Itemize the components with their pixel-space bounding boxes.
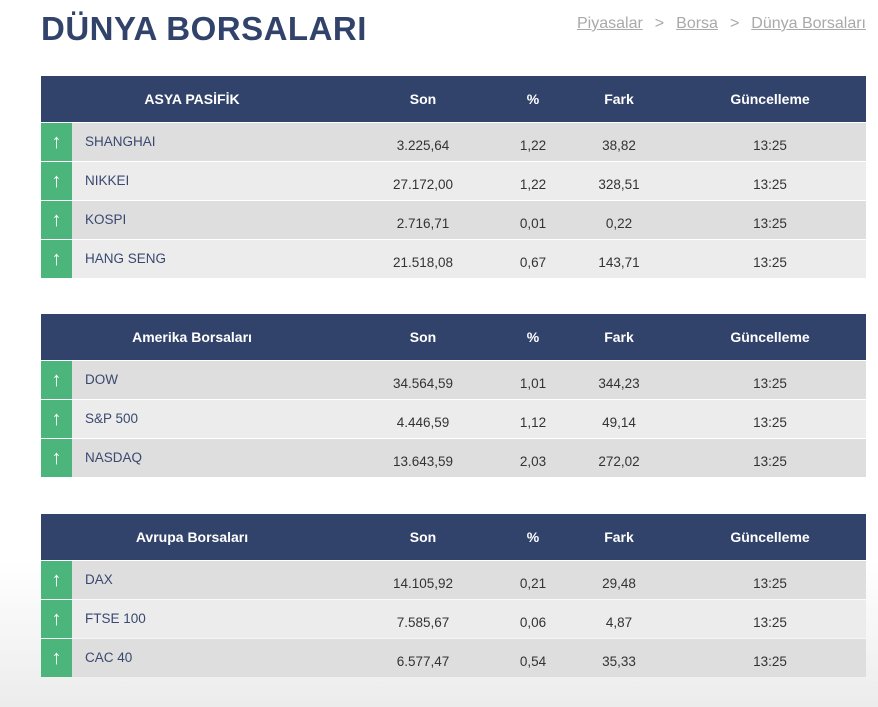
index-name[interactable]: DOW [85, 372, 118, 387]
pct-value: 0,54 [519, 653, 547, 669]
table-header: Amerika Borsaları Son % Fark Güncelleme [41, 314, 866, 360]
son-value: 34.564,59 [392, 375, 454, 391]
time-value: 13:25 [753, 254, 787, 270]
pct-value: 0,01 [519, 215, 547, 231]
arrow-up-icon: ↑ [41, 439, 72, 477]
pct-value: 1,01 [519, 375, 547, 391]
son-value: 6.577,47 [396, 653, 450, 669]
son-value: 4.446,59 [396, 414, 450, 430]
table-row[interactable]: ↑ DAX 14.105,92 0,21 29,48 13:25 [41, 561, 866, 599]
index-name[interactable]: SHANGHAI [85, 134, 156, 149]
arrow-up-icon: ↑ [41, 361, 72, 399]
col-fark: Fark [604, 91, 634, 107]
col-pct: % [526, 529, 540, 545]
table-row[interactable]: ↑ S&P 500 4.446,59 1,12 49,14 13:25 [41, 400, 866, 438]
market-table: Amerika Borsaları Son % Fark Güncelleme … [41, 314, 866, 477]
table-row[interactable]: ↑ CAC 40 6.577,47 0,54 35,33 13:25 [41, 639, 866, 677]
table-title: ASYA PASİFİK [144, 91, 240, 107]
col-fark: Fark [604, 529, 634, 545]
son-value: 13.643,59 [392, 453, 454, 469]
table-row[interactable]: ↑ KOSPI 2.716,71 0,01 0,22 13:25 [41, 201, 866, 239]
col-pct: % [526, 91, 540, 107]
son-value: 3.225,64 [396, 137, 450, 153]
pct-value: 1,22 [519, 137, 547, 153]
table-title: Amerika Borsaları [132, 329, 252, 345]
son-value: 14.105,92 [392, 575, 454, 591]
pct-value: 0,21 [519, 575, 547, 591]
fark-value: 29,48 [602, 575, 636, 591]
index-name[interactable]: NASDAQ [85, 450, 143, 465]
col-son: Son [409, 91, 437, 107]
time-value: 13:25 [753, 414, 787, 430]
table-row[interactable]: ↑ NASDAQ 13.643,59 2,03 272,02 13:25 [41, 439, 866, 477]
fark-value: 0,22 [605, 215, 633, 231]
fark-value: 143,71 [598, 254, 640, 270]
fark-value: 35,33 [602, 653, 636, 669]
son-value: 27.172,00 [392, 176, 454, 192]
fark-value: 4,87 [605, 614, 633, 630]
chevron-right-icon: > [729, 15, 740, 32]
index-name[interactable]: KOSPI [85, 212, 127, 227]
arrow-up-icon: ↑ [41, 639, 72, 677]
col-fark: Fark [604, 329, 634, 345]
chevron-right-icon: > [654, 15, 665, 32]
pct-value: 0,67 [519, 254, 547, 270]
table-row[interactable]: ↑ FTSE 100 7.585,67 0,06 4,87 13:25 [41, 600, 866, 638]
table-row[interactable]: ↑ DOW 34.564,59 1,01 344,23 13:25 [41, 361, 866, 399]
fark-value: 272,02 [598, 453, 640, 469]
time-value: 13:25 [753, 375, 787, 391]
index-name[interactable]: DAX [85, 572, 113, 587]
arrow-up-icon: ↑ [41, 561, 72, 599]
arrow-up-icon: ↑ [41, 600, 72, 638]
col-son: Son [409, 329, 437, 345]
time-value: 13:25 [753, 453, 787, 469]
arrow-up-icon: ↑ [41, 123, 72, 161]
fark-value: 49,14 [602, 414, 636, 430]
col-guncelleme: Güncelleme [730, 329, 810, 345]
breadcrumb: Piyasalar > Borsa > Dünya Borsaları [577, 15, 866, 33]
fark-value: 328,51 [598, 176, 640, 192]
son-value: 7.585,67 [396, 614, 450, 630]
fark-value: 344,23 [598, 375, 640, 391]
market-table: Avrupa Borsaları Son % Fark Güncelleme ↑… [41, 514, 866, 677]
col-guncelleme: Güncelleme [730, 91, 810, 107]
time-value: 13:25 [753, 176, 787, 192]
arrow-up-icon: ↑ [41, 201, 72, 239]
time-value: 13:25 [753, 215, 787, 231]
col-son: Son [409, 529, 437, 545]
arrow-up-icon: ↑ [41, 400, 72, 438]
breadcrumb-piyasalar[interactable]: Piyasalar [576, 15, 643, 32]
col-guncelleme: Güncelleme [730, 529, 810, 545]
breadcrumb-borsa[interactable]: Borsa [676, 15, 718, 32]
pct-value: 2,03 [519, 453, 547, 469]
table-row[interactable]: ↑ HANG SENG 21.518,08 0,67 143,71 13:25 [41, 240, 866, 278]
index-name[interactable]: S&P 500 [85, 411, 139, 426]
index-name[interactable]: HANG SENG [85, 251, 167, 266]
pct-value: 1,12 [519, 414, 547, 430]
son-value: 21.518,08 [392, 254, 454, 270]
arrow-up-icon: ↑ [41, 162, 72, 200]
pct-value: 0,06 [519, 614, 547, 630]
time-value: 13:25 [753, 137, 787, 153]
arrow-up-icon: ↑ [41, 240, 72, 278]
table-title: Avrupa Borsaları [135, 529, 249, 545]
fark-value: 38,82 [602, 137, 636, 153]
index-name[interactable]: FTSE 100 [85, 611, 146, 626]
col-pct: % [526, 329, 540, 345]
table-row[interactable]: ↑ SHANGHAI 3.225,64 1,22 38,82 13:25 [41, 123, 866, 161]
time-value: 13:25 [753, 575, 787, 591]
son-value: 2.716,71 [396, 215, 450, 231]
market-table: ASYA PASİFİK Son % Fark Güncelleme ↑ SHA… [41, 76, 866, 278]
time-value: 13:25 [753, 653, 787, 669]
table-header: Avrupa Borsaları Son % Fark Güncelleme [41, 514, 866, 560]
breadcrumb-dunya-borsalari[interactable]: Dünya Borsaları [751, 15, 866, 32]
table-header: ASYA PASİFİK Son % Fark Güncelleme [41, 76, 866, 122]
time-value: 13:25 [753, 614, 787, 630]
table-row[interactable]: ↑ NIKKEI 27.172,00 1,22 328,51 13:25 [41, 162, 866, 200]
index-name[interactable]: NIKKEI [85, 173, 130, 188]
pct-value: 1,22 [519, 176, 547, 192]
index-name[interactable]: CAC 40 [85, 650, 133, 665]
page-title: DÜNYA BORSALARI [41, 10, 367, 47]
